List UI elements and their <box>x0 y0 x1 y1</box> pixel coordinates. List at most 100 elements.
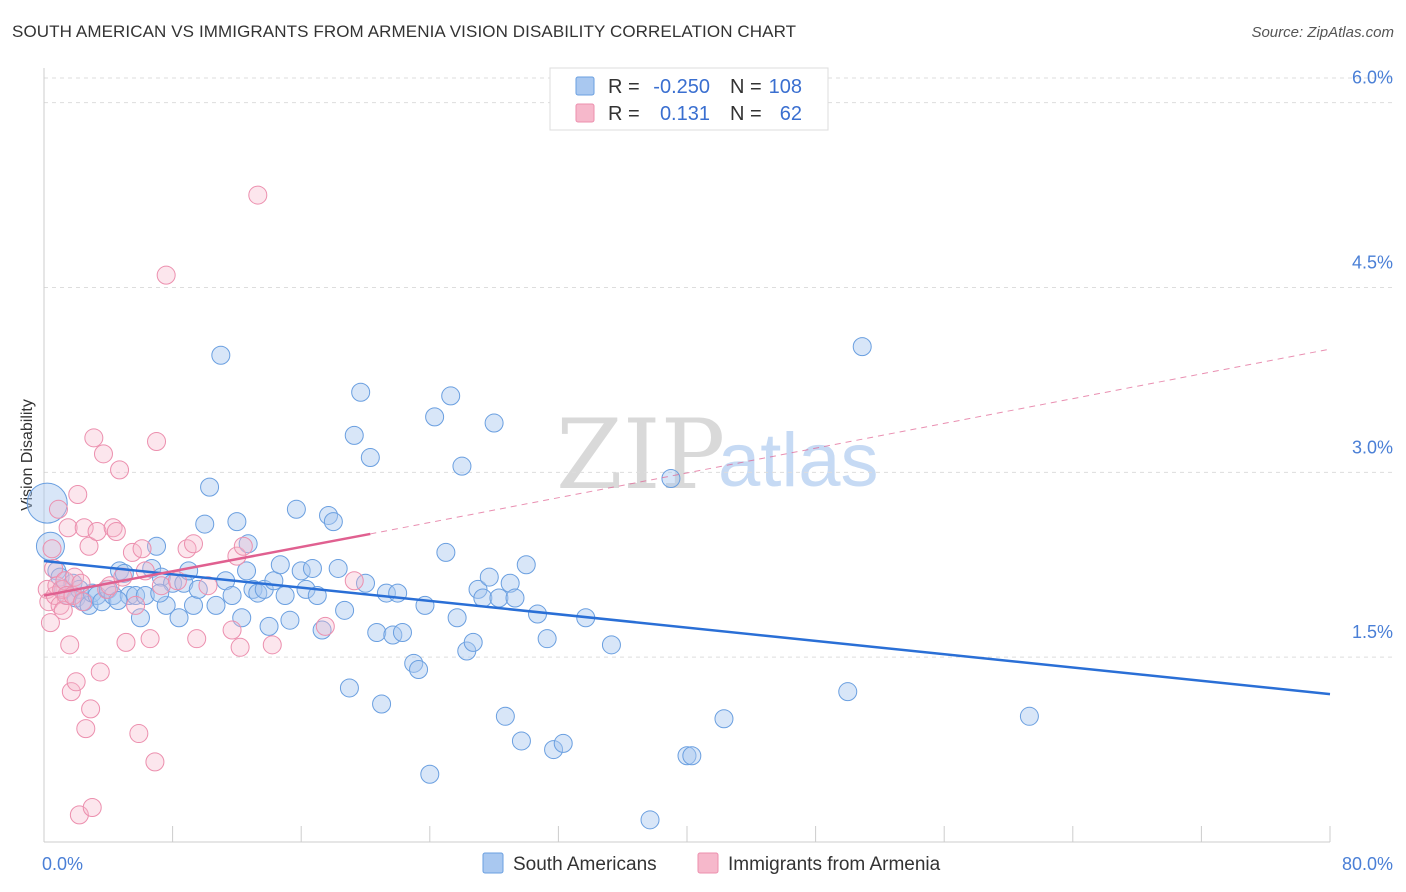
data-point-south-americans <box>468 579 488 599</box>
data-point-armenia <box>58 518 78 538</box>
data-point-south-americans <box>392 623 412 643</box>
data-point-south-americans <box>156 595 176 615</box>
data-point-armenia <box>183 534 203 554</box>
data-point-south-americans <box>351 382 371 402</box>
data-point-south-americans <box>335 600 355 620</box>
data-point-armenia <box>315 616 335 636</box>
data-point-armenia <box>93 444 113 464</box>
data-point-armenia <box>122 542 142 562</box>
data-point-armenia <box>79 536 99 556</box>
data-point-armenia <box>42 539 62 559</box>
data-point-armenia <box>233 536 253 556</box>
data-point-south-americans <box>238 534 258 554</box>
data-point-south-americans <box>147 536 167 556</box>
data-point-south-americans <box>441 386 461 406</box>
data-point-south-americans <box>126 586 146 606</box>
data-point-south-americans <box>852 337 872 357</box>
data-point-armenia <box>84 428 104 448</box>
data-point-south-americans <box>677 746 697 766</box>
chart-source: Source: ZipAtlas.com <box>1251 24 1394 41</box>
y-tick-label: 3.0% <box>1352 437 1393 457</box>
legend-n-label-1: N = <box>730 76 762 98</box>
data-point-south-americans <box>537 629 557 649</box>
data-point-south-americans <box>473 588 493 608</box>
data-point-south-americans <box>1019 706 1039 726</box>
data-point-armenia <box>151 576 171 596</box>
legend-n-value-1: 108 <box>769 76 802 98</box>
data-point-south-americans <box>195 514 215 534</box>
data-point-armenia <box>66 672 86 692</box>
data-point-south-americans <box>227 512 247 532</box>
legend-bottom-label-armenia: Immigrants from Armenia <box>728 854 941 875</box>
trend-line-armenia-extension <box>370 348 1331 535</box>
data-point-south-americans <box>682 746 702 766</box>
legend-n-label-2: N = <box>730 103 762 125</box>
y-tick-label: 6.0% <box>1352 68 1393 88</box>
data-point-south-americans <box>500 573 520 593</box>
data-point-armenia <box>140 629 160 649</box>
data-point-armenia <box>156 265 176 285</box>
data-point-south-americans <box>312 620 332 640</box>
legend-n-value-2: 62 <box>780 103 802 125</box>
data-point-south-americans <box>183 595 203 615</box>
data-point-south-americans <box>270 555 290 575</box>
data-point-south-americans <box>328 558 348 578</box>
data-point-south-americans <box>169 608 189 628</box>
legend-r-label-2: R = <box>608 103 640 125</box>
data-point-armenia <box>60 635 80 655</box>
data-point-armenia <box>116 632 136 652</box>
data-point-south-americans <box>275 586 295 606</box>
data-point-south-americans <box>259 616 279 636</box>
data-point-armenia <box>40 613 60 633</box>
data-point-armenia <box>344 571 364 591</box>
watermark-zip: ZIP <box>556 399 725 511</box>
data-point-armenia <box>129 724 149 744</box>
data-point-south-americans <box>505 588 525 608</box>
watermark: ZIP atlas <box>556 399 879 511</box>
data-point-south-americans <box>344 425 364 445</box>
data-point-armenia <box>106 521 126 541</box>
data-point-south-americans <box>323 512 343 532</box>
data-point-south-americans <box>206 595 226 615</box>
data-point-south-americans <box>302 558 322 578</box>
legend-r-label-1: R = <box>608 76 640 98</box>
data-point-armenia <box>177 539 197 559</box>
data-point-south-americans <box>511 731 531 751</box>
watermark-atlas: atlas <box>718 418 879 503</box>
data-point-south-americans <box>489 588 509 608</box>
y-axis-label: Vision Disability <box>19 399 36 511</box>
data-point-armenia <box>61 682 81 702</box>
data-point-south-americans <box>640 810 660 830</box>
data-point-armenia <box>126 595 146 615</box>
data-point-south-americans <box>495 706 515 726</box>
y-tick-labels: 1.5% 3.0% 4.5% 6.0% <box>1352 68 1393 643</box>
data-point-armenia <box>90 662 110 682</box>
chart-title: SOUTH AMERICAN VS IMMIGRANTS FROM ARMENI… <box>12 22 797 41</box>
series-south-americans <box>26 337 1039 830</box>
data-point-south-americans <box>135 586 155 606</box>
data-point-armenia <box>145 752 165 772</box>
trend-line-south-americans <box>43 559 1331 696</box>
data-point-south-americans <box>714 709 734 729</box>
data-point-south-americans <box>339 678 359 698</box>
data-point-armenia <box>262 635 282 655</box>
data-point-south-americans <box>291 561 311 581</box>
data-point-armenia <box>222 620 242 640</box>
legend-swatch-pink <box>575 103 595 123</box>
data-point-south-americans <box>463 632 483 652</box>
data-point-south-americans <box>307 586 327 606</box>
data-point-south-americans <box>409 659 429 679</box>
x-tick-label: 80.0% <box>1342 854 1393 874</box>
data-point-south-americans <box>237 561 257 581</box>
data-point-south-americans <box>447 608 467 628</box>
data-point-south-americans <box>528 604 548 624</box>
data-point-south-americans <box>264 571 284 591</box>
data-point-south-americans <box>436 542 456 562</box>
data-point-south-americans <box>280 610 300 630</box>
data-point-armenia <box>55 571 75 591</box>
data-point-armenia <box>103 518 123 538</box>
data-point-armenia <box>87 521 107 541</box>
data-point-south-americans <box>838 682 858 702</box>
data-point-south-americans <box>200 477 220 497</box>
